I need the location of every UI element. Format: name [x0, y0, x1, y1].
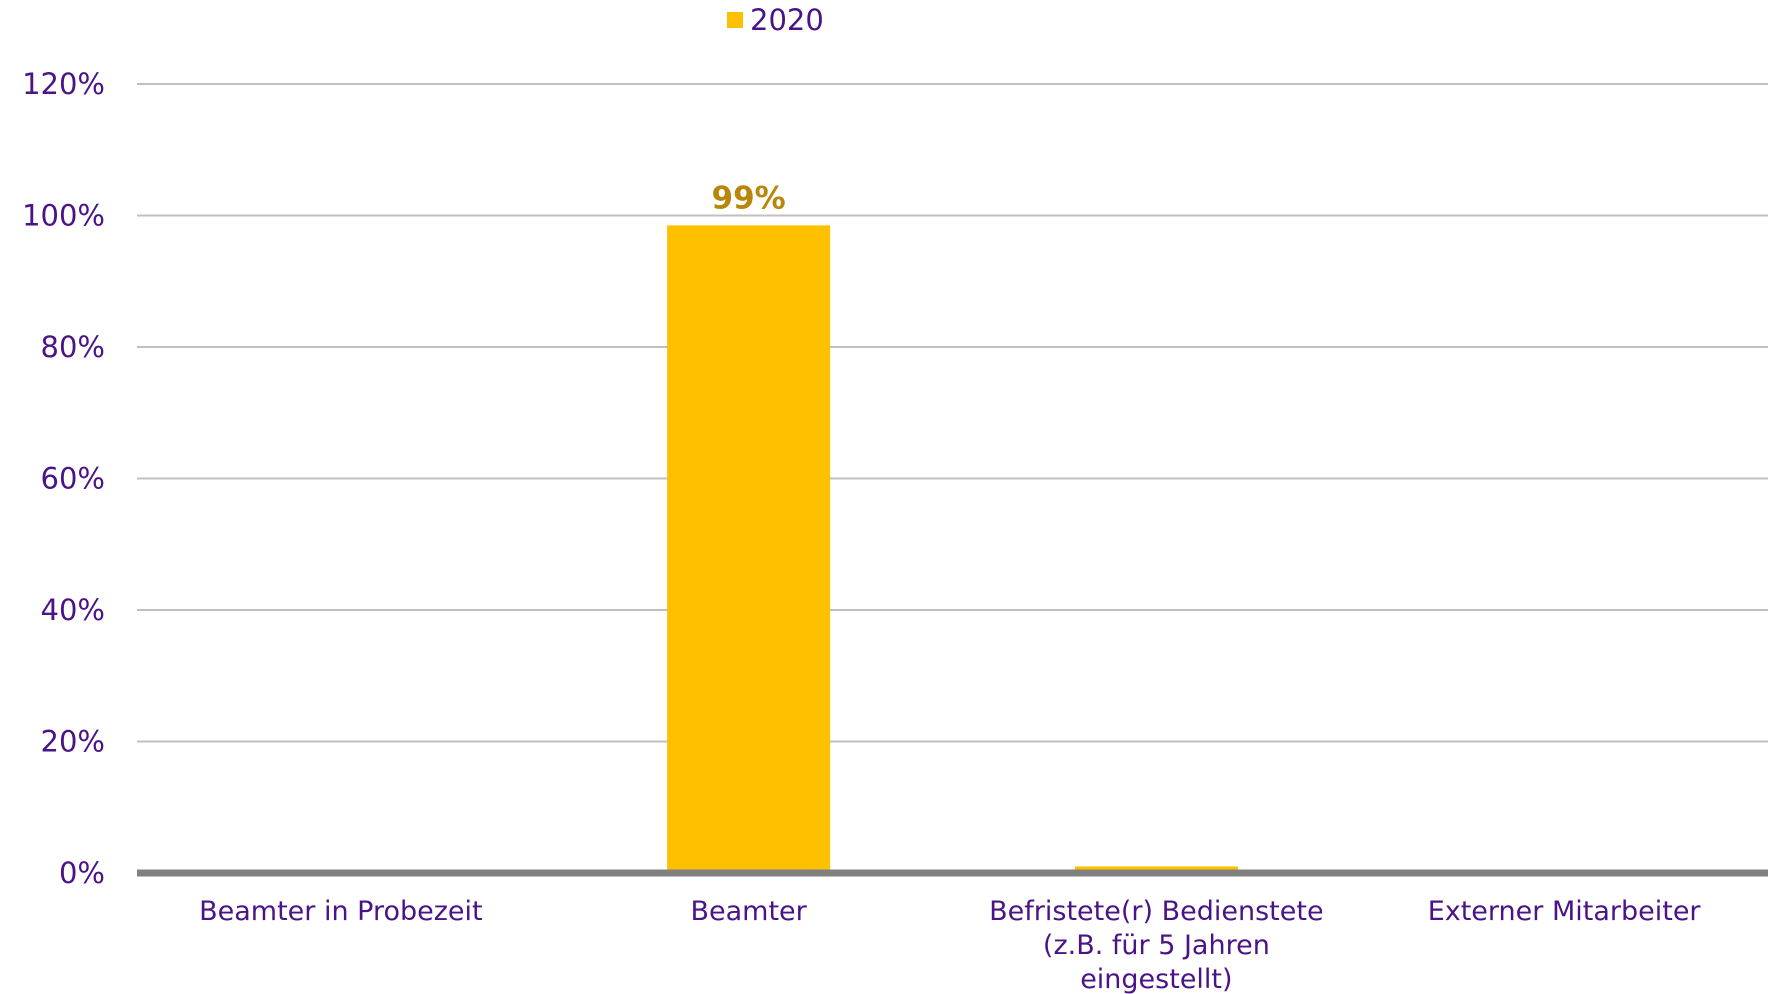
y-tick-label: 100% [22, 199, 105, 233]
bar [667, 225, 831, 874]
legend: 2020 [727, 3, 824, 37]
y-tick-label: 40% [41, 593, 105, 627]
y-tick-label: 0% [59, 856, 105, 890]
x-category-label-line: eingestellt) [1080, 964, 1232, 994]
x-axis-category-labels: Beamter in Probezeit Beamter Befristete(r)… [199, 896, 1701, 994]
bars [667, 225, 1238, 874]
data-labels: 99% [712, 180, 786, 216]
x-category-label-line: Beamter in Probezeit [199, 896, 483, 927]
x-category-label: Befristete(r) Bedienstete (z.B. für 5 Jah… [989, 896, 1323, 994]
x-category-label-line: (z.B. für 5 Jahren [1043, 930, 1270, 961]
y-tick-label: 120% [22, 67, 105, 101]
y-tick-label: 60% [41, 462, 105, 496]
x-category-label-line: Beamter [690, 896, 807, 927]
bar-data-label: 99% [712, 180, 786, 216]
x-category-label: Beamter in Probezeit [199, 896, 483, 927]
y-tick-label: 80% [41, 330, 105, 364]
legend-swatch [727, 12, 743, 28]
gridlines [137, 83, 1768, 743]
legend-label: 2020 [750, 3, 824, 37]
y-tick-label: 20% [41, 725, 105, 759]
y-axis-tick-labels: 0% 20% 40% 60% 80% 100% 120% [22, 67, 105, 890]
x-category-label: Externer Mitarbeiter [1428, 896, 1702, 927]
x-category-label-line: Externer Mitarbeiter [1428, 896, 1702, 927]
x-category-label-line: Befristete(r) Bedienstete [989, 896, 1323, 927]
x-category-label: Beamter [690, 896, 807, 927]
